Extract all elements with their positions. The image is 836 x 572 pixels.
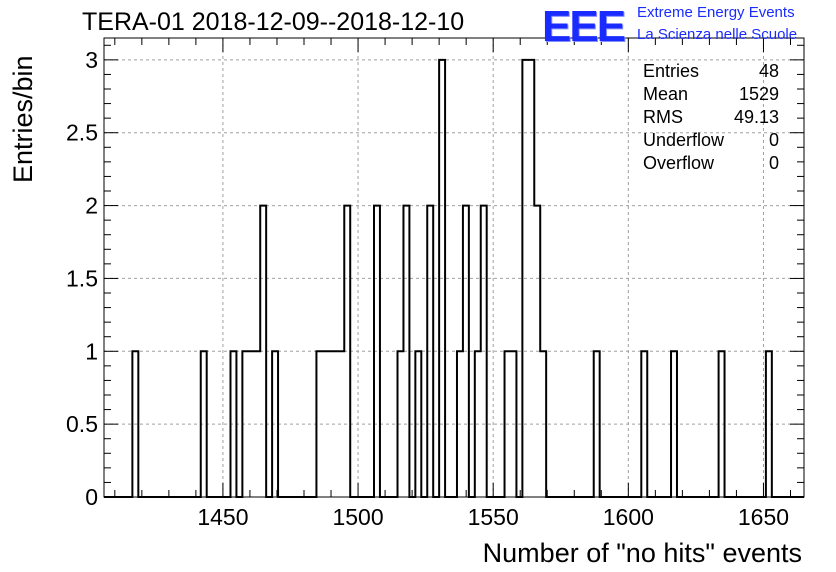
stats-row-entries: Entries 48: [643, 60, 779, 83]
stats-label: Underflow: [643, 130, 725, 150]
stats-row-mean: Mean 1529: [643, 83, 779, 106]
y-tick-label: 0.5: [66, 411, 98, 437]
histogram-bin: [594, 351, 600, 497]
stats-label: Mean: [643, 84, 689, 104]
y-axis-label: Entries/bin: [8, 55, 38, 183]
histogram-bin: [427, 206, 433, 497]
histogram-bin: [719, 351, 725, 497]
stats-value: 49.13: [733, 107, 779, 127]
y-tick-label: 1.5: [66, 265, 98, 291]
histogram-bin: [132, 351, 138, 497]
histogram-bin: [766, 351, 772, 497]
y-tick-label: 2: [85, 193, 98, 219]
histogram-bin: [475, 351, 481, 497]
histogram-bin: [481, 206, 487, 497]
histogram-bin: [403, 206, 409, 497]
stats-value: 1529: [738, 84, 779, 104]
histogram-bin: [505, 351, 517, 497]
eee-logo: EEE: [542, 2, 626, 51]
histogram-bin: [248, 351, 254, 497]
histogram-bin: [344, 206, 350, 497]
x-tick-label: 1500: [332, 504, 383, 530]
grid-lines: [104, 38, 804, 497]
histogram-bin: [398, 351, 404, 497]
histogram-bin: [260, 206, 266, 497]
logo-line-1: Extreme Energy Events: [637, 4, 795, 21]
histogram-bin: [201, 351, 207, 497]
histogram-bin: [522, 60, 534, 497]
histogram-bin: [254, 351, 260, 497]
x-tick-label: 1600: [603, 504, 654, 530]
x-tick-label: 1450: [197, 504, 248, 530]
x-axis-label: Number of "no hits" events: [482, 538, 802, 568]
stats-box: Entries 48 Mean 1529 RMS 49.13 Underflow…: [643, 60, 779, 175]
y-tick-labels: 0 0.5 1 1.5 2 2.5 3: [66, 47, 98, 510]
histogram-bin: [415, 351, 421, 497]
stats-row-overflow: Overflow 0: [643, 152, 779, 175]
stats-value: 0: [768, 153, 779, 173]
x-tick-labels: 1450 1500 1550 1600 1650: [197, 504, 789, 530]
y-tick-label: 0: [85, 484, 98, 510]
y-tick-label: 3: [85, 47, 98, 73]
histogram-bin: [374, 206, 380, 497]
stats-value: 0: [768, 130, 779, 150]
histogram-bin: [230, 351, 236, 497]
stats-label: Overflow: [643, 153, 715, 173]
stats-label: RMS: [643, 107, 683, 127]
stats-row-rms: RMS 49.13: [643, 106, 779, 129]
stats-value: 48: [758, 61, 779, 81]
histogram-bin: [439, 60, 445, 497]
histogram-bin: [641, 351, 647, 497]
histogram-bin: [272, 351, 278, 497]
x-tick-label: 1550: [468, 504, 519, 530]
histogram-bin: [671, 351, 677, 497]
plot-frame: [103, 37, 805, 498]
y-tick-label: 2.5: [66, 120, 98, 146]
chart-title: TERA-01 2018-12-09--2018-12-10: [82, 8, 465, 36]
histogram-bin: [463, 206, 469, 497]
axis-ticks: [104, 38, 804, 498]
histogram-bin: [540, 351, 546, 497]
histogram-bin: [457, 351, 463, 497]
histogram-bin: [316, 351, 344, 497]
histogram-bin: [242, 351, 248, 497]
x-tick-label: 1650: [738, 504, 789, 530]
y-tick-label: 1: [85, 338, 98, 364]
histogram-bin: [534, 206, 540, 497]
logo-line-2: La Scienza nelle Scuole: [637, 26, 798, 43]
stats-label: Entries: [643, 61, 700, 81]
stats-row-underflow: Underflow 0: [643, 129, 779, 152]
